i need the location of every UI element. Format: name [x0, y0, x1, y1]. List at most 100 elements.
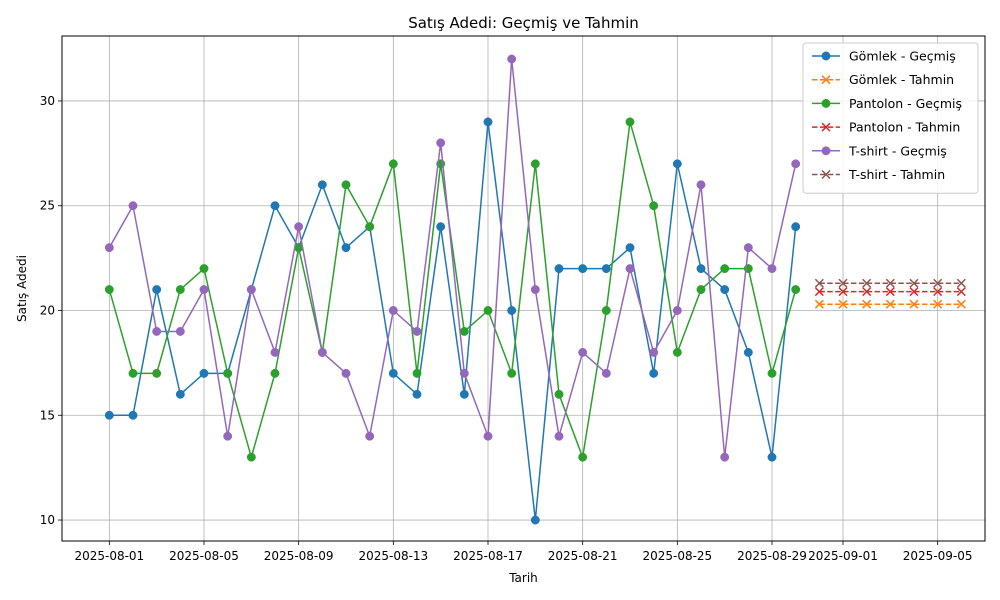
data-point	[507, 306, 517, 315]
data-point	[601, 368, 611, 378]
series-4	[104, 54, 801, 462]
series-3	[814, 287, 966, 297]
x-marker-stroke	[814, 299, 824, 309]
data-point	[578, 347, 588, 357]
x-marker-stroke	[885, 299, 895, 309]
x-marker-stroke	[821, 169, 831, 180]
data-point	[862, 299, 872, 309]
data-point	[862, 278, 872, 288]
series-line	[108, 121, 797, 458]
y-tick-label: 15	[40, 408, 55, 422]
data-point	[175, 389, 185, 399]
data-point	[601, 264, 611, 274]
legend-item: T-shirt - Tahmin	[812, 167, 945, 182]
data-point	[246, 285, 256, 294]
data-point	[696, 180, 706, 190]
x-marker-stroke	[933, 278, 943, 288]
data-point	[199, 285, 209, 294]
legend-label: Pantolon - Tahmin	[849, 120, 960, 135]
data-point	[672, 347, 682, 357]
data-point	[956, 287, 966, 297]
data-point	[365, 222, 375, 232]
data-point	[341, 368, 351, 378]
data-point	[436, 138, 446, 148]
data-point	[152, 285, 162, 294]
data-point	[507, 368, 517, 378]
data-point	[838, 287, 848, 297]
data-point	[554, 431, 564, 441]
data-point	[649, 347, 659, 357]
x-marker-stroke	[956, 299, 966, 309]
x-tick-label: 2025-08-13	[358, 549, 428, 563]
x-axis-title: Tarih	[508, 571, 538, 585]
legend-item: Pantolon - Tahmin	[812, 120, 960, 135]
y-tick-label: 30	[40, 94, 55, 108]
data-point	[246, 452, 256, 462]
x-marker-stroke	[933, 287, 943, 297]
series-1	[814, 299, 966, 309]
data-point	[199, 368, 209, 378]
x-tick-label: 2025-08-29	[737, 549, 807, 563]
data-point	[152, 327, 162, 336]
x-marker-stroke	[909, 287, 919, 297]
legend-box	[802, 42, 979, 194]
data-point	[821, 75, 831, 85]
data-point	[365, 431, 375, 441]
data-point	[696, 264, 706, 274]
data-point	[459, 327, 469, 336]
chart-title: Satış Adedi: Geçmiş ve Tahmin	[408, 14, 639, 32]
x-marker-stroke	[814, 278, 824, 288]
data-point	[909, 278, 919, 288]
legend-item: Pantolon - Geçmiş	[812, 96, 962, 111]
x-marker-stroke	[956, 287, 966, 297]
data-point	[814, 287, 824, 297]
data-point	[672, 306, 682, 315]
x-marker-stroke	[821, 75, 831, 85]
x-marker-stroke	[838, 287, 848, 297]
x-marker-stroke	[838, 299, 848, 309]
data-point	[175, 285, 185, 294]
data-point	[814, 299, 824, 309]
x-tick-label: 2025-09-05	[903, 549, 973, 563]
data-point	[530, 285, 540, 294]
data-point	[270, 368, 280, 378]
legend-label: Gömlek - Tahmin	[849, 72, 954, 87]
x-marker-stroke	[862, 299, 872, 309]
x-marker-stroke	[814, 287, 824, 297]
data-point	[128, 368, 138, 378]
data-point	[821, 51, 831, 61]
data-point	[436, 222, 446, 232]
data-point	[152, 368, 162, 378]
data-point	[507, 54, 517, 64]
data-point	[459, 389, 469, 399]
data-point	[821, 122, 831, 132]
data-point	[814, 278, 824, 288]
x-tick-label: 2025-09-01	[808, 549, 878, 563]
x-tick-label: 2025-08-21	[548, 549, 618, 563]
plot-frame	[61, 35, 986, 542]
data-point	[199, 264, 209, 274]
x-marker-stroke	[909, 299, 919, 309]
data-point	[909, 287, 919, 297]
data-point	[128, 410, 138, 420]
data-point	[317, 180, 327, 190]
data-point	[743, 243, 753, 253]
data-point	[791, 159, 801, 169]
data-point	[270, 201, 280, 211]
y-axis-title: Satış Adedi	[15, 255, 29, 322]
x-marker-stroke	[838, 278, 848, 288]
data-point	[530, 159, 540, 169]
legend-label: T-shirt - Geçmiş	[848, 143, 947, 158]
x-marker-stroke	[933, 299, 943, 309]
data-point	[412, 389, 422, 399]
x-marker-stroke	[862, 287, 872, 297]
data-point	[720, 264, 730, 274]
data-point	[767, 368, 777, 378]
data-point	[767, 452, 777, 462]
data-point	[175, 327, 185, 336]
data-point	[530, 515, 540, 525]
data-point	[909, 299, 919, 309]
data-point	[341, 243, 351, 253]
x-tick-label: 2025-08-05	[169, 549, 239, 563]
data-point	[743, 347, 753, 357]
